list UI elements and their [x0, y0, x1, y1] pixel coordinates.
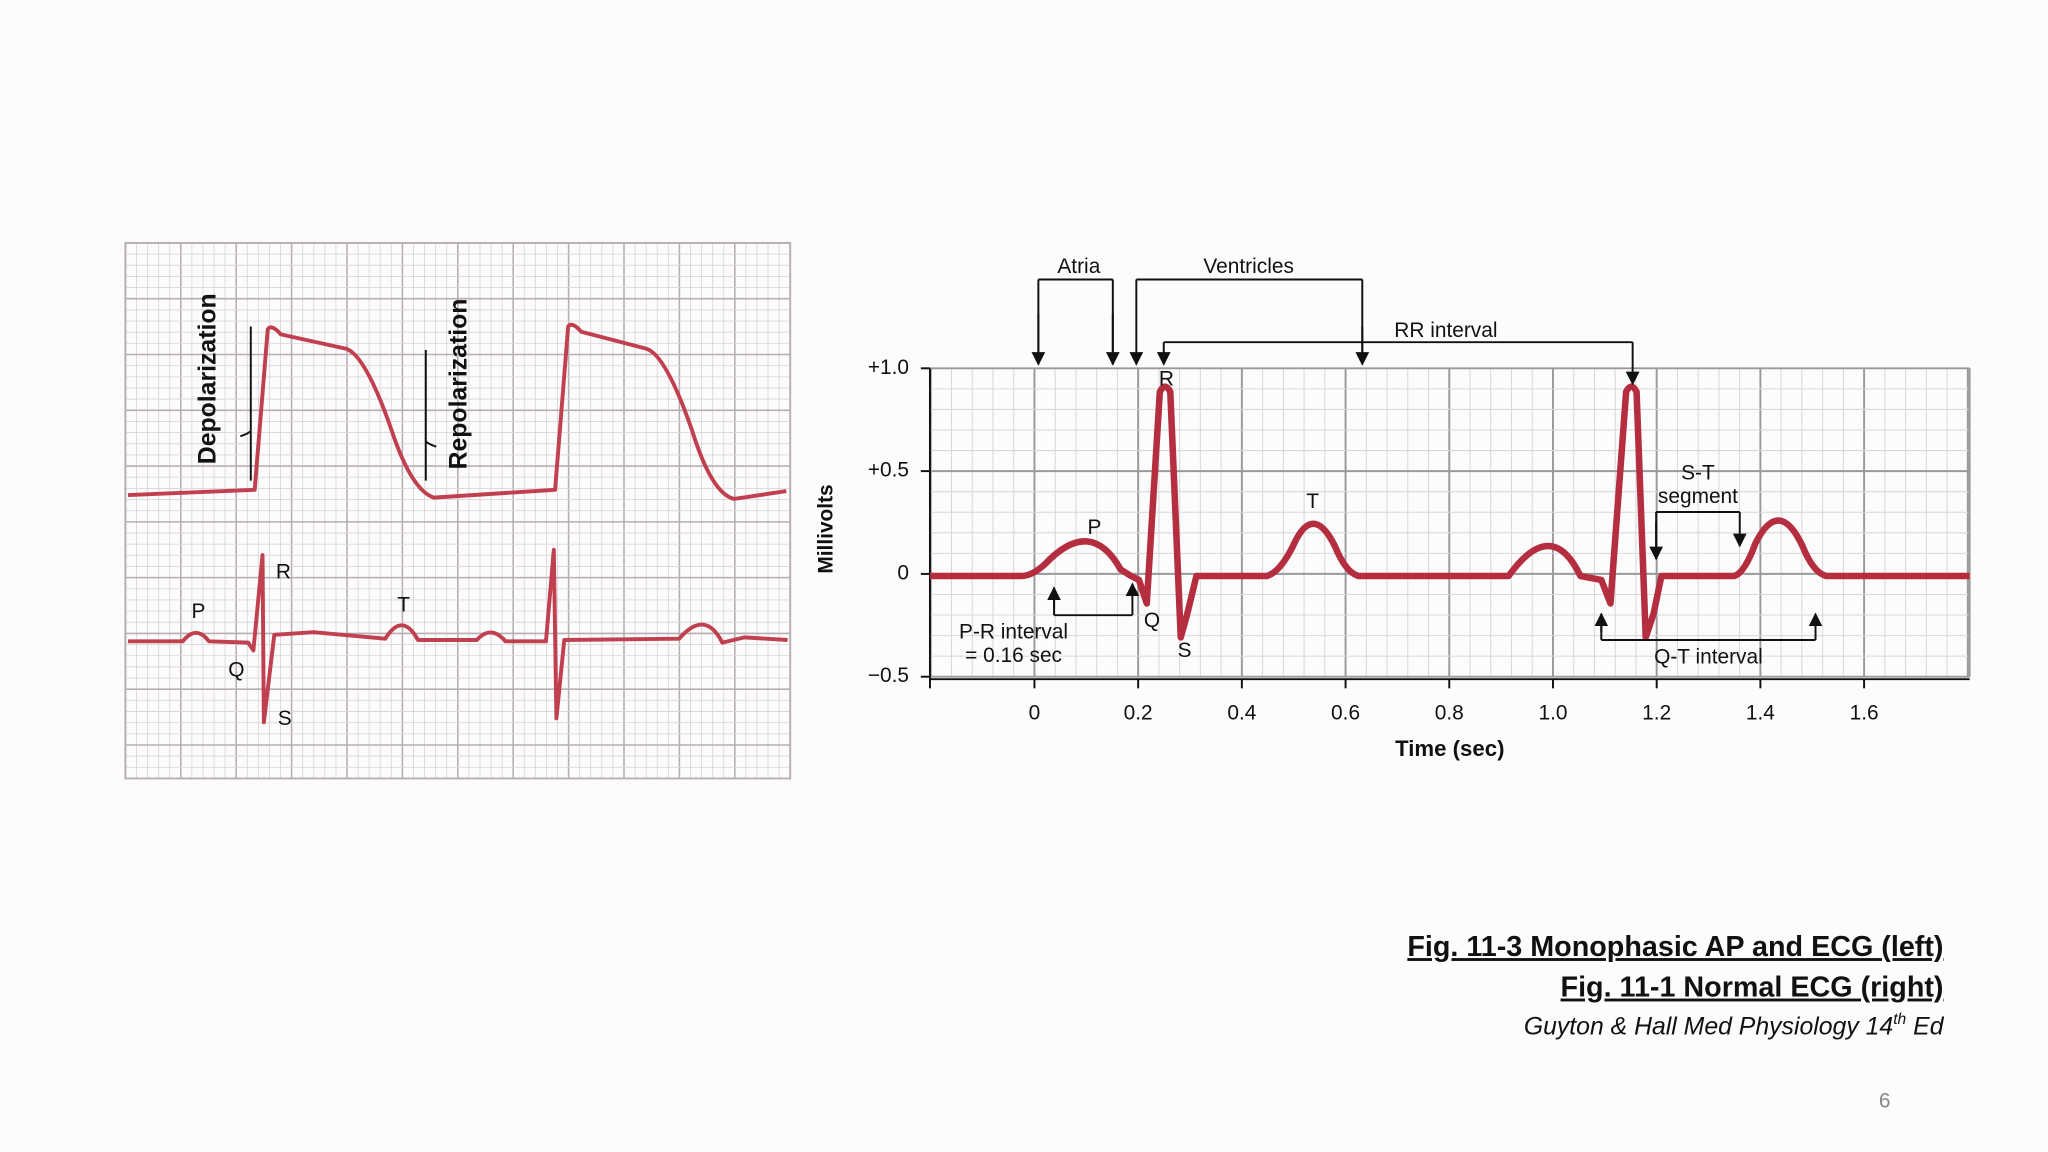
- caption-line: Fig. 11-1 Normal ECG (right): [1561, 972, 1944, 1004]
- wave-label: S: [1178, 639, 1192, 662]
- y-tick-label: −0.5: [868, 664, 909, 687]
- wave-label: T: [397, 593, 410, 616]
- annotation: S-T: [1681, 461, 1715, 484]
- repolarization-label: Repolarization: [445, 299, 472, 470]
- citation-superscript: th: [1893, 1011, 1906, 1028]
- repolarization-bracket: [424, 350, 437, 481]
- wave-label: R: [1159, 367, 1174, 390]
- annotation: RR interval: [1394, 319, 1497, 342]
- annotation: P-R interval: [959, 621, 1068, 644]
- action-potential-trace: [127, 322, 787, 501]
- tick-labels: +1.0 +0.5 0 −0.5 0 0.2 0.4 0.6 0.8 1.0 1.2 1.4 1.6: [868, 356, 1879, 725]
- wave-label: P: [192, 600, 206, 623]
- page-number: 6: [1879, 1090, 1891, 1113]
- annotation: Q-T interval: [1654, 646, 1763, 669]
- x-tick-label: 0: [1029, 702, 1041, 725]
- wave-label: R: [276, 561, 291, 584]
- ecg-trace-left: [127, 547, 788, 725]
- left-figure-grid: [124, 242, 791, 779]
- annotation: segment: [1658, 485, 1738, 508]
- wave-label: S: [278, 707, 292, 730]
- citation-text: Guyton & Hall Med Physiology 14: [1524, 1013, 1893, 1040]
- annotation: Atria: [1057, 255, 1100, 278]
- citation-suffix: Ed: [1906, 1013, 1944, 1040]
- y-tick-label: 0: [897, 561, 909, 584]
- citation: Guyton & Hall Med Physiology 14th Ed: [1524, 1011, 1945, 1040]
- right-figure-grid: [929, 367, 1971, 678]
- x-tick-label: 0.6: [1331, 702, 1360, 725]
- x-tick-label: 1.4: [1746, 702, 1775, 725]
- x-tick-label: 0.4: [1227, 702, 1256, 725]
- x-axis-label: Time (sec): [1395, 736, 1504, 761]
- wave-label: T: [1306, 490, 1319, 513]
- annotation: Ventricles: [1203, 255, 1294, 278]
- y-tick-label: +0.5: [868, 459, 909, 482]
- depolarization-label: Depolarization: [195, 293, 222, 464]
- x-tick-label: 1.0: [1538, 702, 1567, 725]
- wave-label: Q: [1144, 609, 1160, 632]
- y-tick-label: +1.0: [868, 356, 909, 379]
- y-axis-label: Millivolts: [814, 484, 837, 573]
- x-tick-label: 1.2: [1642, 702, 1671, 725]
- wave-label: Q: [228, 659, 244, 682]
- wave-label: P: [1088, 516, 1102, 539]
- caption-line: Fig. 11-3 Monophasic AP and ECG (left): [1407, 931, 1943, 963]
- x-tick-label: 0.8: [1435, 702, 1464, 725]
- ecg-trace-right: [929, 383, 1970, 641]
- left-figure-frame: [124, 241, 792, 780]
- depolarization-bracket: [240, 326, 252, 481]
- x-tick-label: 1.6: [1850, 702, 1879, 725]
- x-tick-label: 0.2: [1124, 702, 1153, 725]
- annotation: = 0.16 sec: [965, 644, 1062, 667]
